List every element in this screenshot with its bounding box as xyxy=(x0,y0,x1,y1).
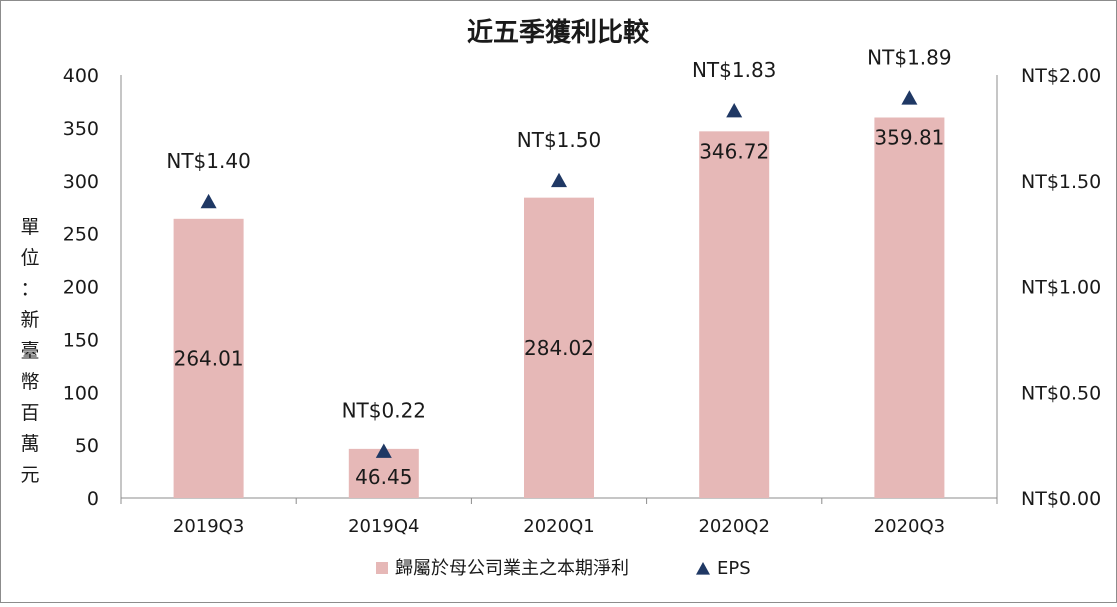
x-axis: 2019Q3 2019Q4 2020Q1 2020Q2 2020Q3 xyxy=(173,516,945,537)
x-tick-label: 2019Q3 xyxy=(173,516,244,537)
x-tick-label: 2019Q4 xyxy=(348,516,419,537)
y2-tick-label: NT$1.50 xyxy=(1021,171,1101,193)
y-axis-right: NT$0.00 NT$0.50 NT$1.00 NT$1.50 NT$2.00 xyxy=(1021,65,1101,510)
eps-marker xyxy=(551,172,567,188)
eps-series: NT$1.40 NT$0.22 NT$1.50 NT$1.83 NT$1.89 xyxy=(166,45,952,458)
eps-marker xyxy=(375,443,392,458)
legend: 歸屬於母公司業主之本期淨利 EPS xyxy=(376,558,751,579)
bar-data-label: 346.72 xyxy=(699,139,769,163)
y-axis-label-char: 元 xyxy=(20,464,39,486)
y-axis-left: 0 50 100 150 200 250 300 350 400 xyxy=(63,65,99,510)
eps-marker xyxy=(726,102,743,118)
y-tick-label: 0 xyxy=(87,488,99,510)
legend-label-eps: EPS xyxy=(717,558,751,579)
bar xyxy=(699,131,770,498)
y-tick-label: 300 xyxy=(63,171,99,193)
y2-tick-label: NT$2.00 xyxy=(1021,65,1101,87)
y-tick-label: 150 xyxy=(63,329,99,351)
x-tick-label: 2020Q1 xyxy=(523,516,594,537)
y-axis-label-char: 位 xyxy=(20,247,39,269)
bar xyxy=(173,218,244,498)
y2-tick-label: NT$0.50 xyxy=(1021,382,1101,404)
bar-data-label: 284.02 xyxy=(524,336,594,360)
y-tick-label: 350 xyxy=(63,118,99,140)
y-tick-label: 100 xyxy=(63,382,99,404)
eps-data-label: NT$1.89 xyxy=(867,45,951,69)
chart-title: 近五季獲利比較 xyxy=(467,17,650,48)
y2-tick-label: NT$0.00 xyxy=(1021,488,1101,510)
bar-data-label: 359.81 xyxy=(874,126,944,150)
eps-data-label: NT$1.40 xyxy=(166,149,250,173)
eps-data-label: NT$1.50 xyxy=(517,128,601,152)
legend-swatch-bar xyxy=(376,562,388,574)
legend-swatch-eps xyxy=(696,562,710,575)
y-tick-label: 50 xyxy=(75,435,99,457)
x-tick-label: 2020Q3 xyxy=(874,516,945,537)
bar-data-label: 46.45 xyxy=(355,465,412,489)
x-tick-label: 2020Q2 xyxy=(698,516,769,537)
y-axis-label-char: 臺 xyxy=(20,340,39,362)
y2-tick-label: NT$1.00 xyxy=(1021,277,1101,299)
y-axis-label-char: 新 xyxy=(20,309,39,331)
y-axis-label-char: 單 xyxy=(20,216,39,238)
y-axis-label-char: 萬 xyxy=(20,433,39,455)
bar xyxy=(524,197,594,498)
bar xyxy=(874,117,945,499)
y-axis-label-char: 幣 xyxy=(20,371,39,393)
y-axis-label-char: ： xyxy=(20,278,39,300)
legend-label-bar: 歸屬於母公司業主之本期淨利 xyxy=(395,558,629,579)
eps-data-label: NT$1.83 xyxy=(692,58,776,82)
bar-series: 264.01 46.45 284.02 346.72 359.81 xyxy=(173,117,945,499)
y-axis-label-char: 百 xyxy=(20,402,39,424)
y-tick-label: 250 xyxy=(63,224,99,246)
eps-data-label: NT$0.22 xyxy=(342,398,426,422)
eps-marker xyxy=(901,90,918,105)
bar-data-label: 264.01 xyxy=(174,346,244,370)
eps-marker xyxy=(200,193,217,209)
y-tick-label: 200 xyxy=(63,277,99,299)
y-tick-label: 400 xyxy=(63,65,99,87)
